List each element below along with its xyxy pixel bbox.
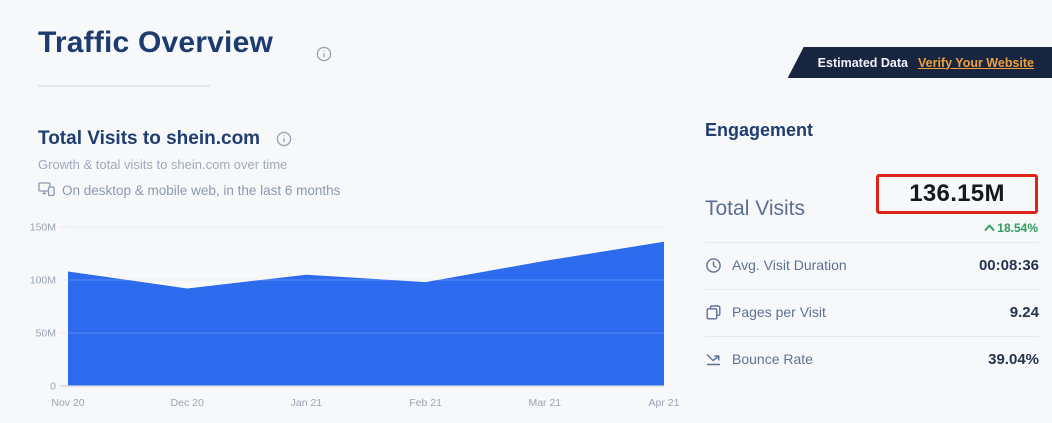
devices-icon (38, 180, 55, 200)
caret-up-icon (984, 221, 995, 235)
chart-canvas: 150M 100M 50M 0 Nov 20 Dec 20 Jan 21 Feb 21 Mar … (30, 222, 680, 410)
engagement-row-avg-visit-duration: Avg. Visit Duration 00:08:36 (705, 242, 1039, 288)
total-visits-area-chart: 150M 100M 50M 0 Nov 20 Dec 20 Jan 21 Feb 21 Mar … (16, 218, 680, 418)
total-visits-label: Total Visits (705, 197, 805, 220)
x-axis-tick-label: Jan 21 (291, 397, 323, 409)
chart-scope-note: On desktop & mobile web, in the last 6 m… (38, 180, 340, 200)
x-axis-tick-label: Dec 20 (171, 397, 204, 409)
verify-website-link[interactable]: Verify Your Website (917, 55, 1034, 70)
total-visits-value: 136.15M (909, 180, 1005, 207)
x-axis-tick-label: Apr 21 (649, 397, 680, 409)
y-axis-tick-label: 150M (30, 222, 56, 234)
x-axis-tick-label: Mar 21 (528, 397, 561, 409)
highlight-box: 136.15M (876, 174, 1038, 214)
chart-section-title: Total Visits to shein.com (38, 128, 261, 149)
y-axis-tick-label: 0 (50, 381, 56, 393)
row-value: 39.04% (988, 350, 1039, 368)
y-axis-tick-label: 100M (30, 275, 56, 287)
area-series (68, 241, 664, 386)
pages-icon (705, 304, 722, 321)
x-axis-tick-label: Nov 20 (51, 397, 84, 409)
change-percent: 18.54% (997, 221, 1038, 235)
y-axis-tick-label: 50M (36, 328, 56, 340)
engagement-row-bounce-rate: Bounce Rate 39.04% (705, 336, 1039, 382)
row-label: Avg. Visit Duration (732, 257, 847, 273)
chart-scope-text: On desktop & mobile web, in the last 6 m… (62, 182, 341, 198)
estimated-data-banner: Estimated Data Verify Your Website (787, 47, 1052, 78)
row-value: 00:08:36 (978, 256, 1039, 274)
row-label: Bounce Rate (732, 351, 813, 367)
clock-icon (705, 257, 722, 274)
total-visits-change: 18.54% (984, 221, 1038, 235)
title-underline (38, 85, 210, 87)
page-title: Traffic Overview (38, 26, 273, 59)
chart-section-subtitle: Growth & total visits to shein.com over … (38, 157, 288, 172)
row-label: Pages per Visit (732, 304, 826, 320)
x-axis-tick-label: Feb 21 (409, 397, 442, 409)
row-value: 9.24 (1009, 303, 1039, 321)
info-icon[interactable] (316, 46, 332, 67)
divider (705, 336, 1039, 337)
divider (705, 289, 1039, 290)
engagement-heading: Engagement (705, 120, 814, 140)
engagement-row-pages-per-visit: Pages per Visit 9.24 (705, 289, 1039, 335)
estimated-data-label: Estimated Data (817, 55, 908, 70)
divider (705, 242, 1039, 243)
bounce-icon (705, 351, 722, 368)
info-icon[interactable] (276, 131, 292, 152)
